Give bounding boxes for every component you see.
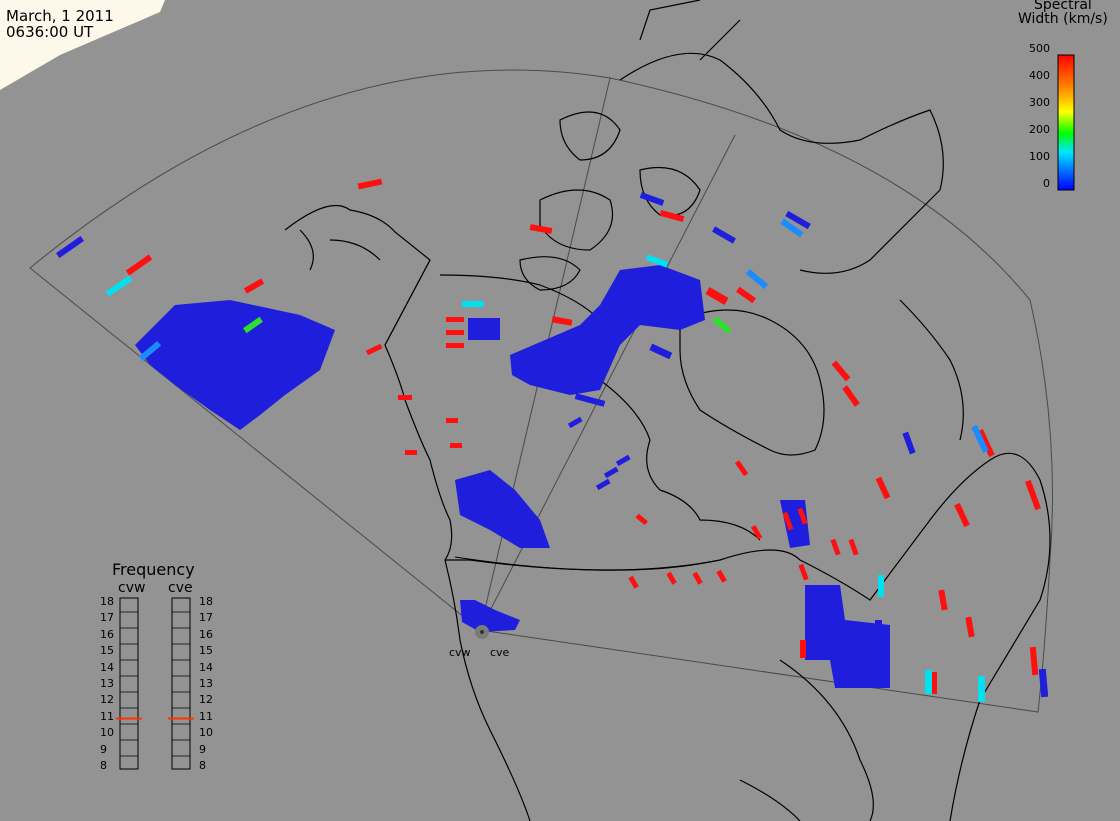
colorbar-tick: 300 xyxy=(1029,96,1050,109)
colorbar-tick: 0 xyxy=(1043,177,1050,190)
echo-cluster-nunavut xyxy=(455,265,705,548)
frequency-scale-label: 13 xyxy=(100,677,114,690)
cve-frequency-gauge xyxy=(171,597,191,770)
echo-segments-red xyxy=(125,178,1041,694)
frequency-scale-label: 9 xyxy=(100,742,107,756)
frequency-scale-label: 10 xyxy=(100,726,114,740)
frequency-scale-label: 18 xyxy=(100,595,114,608)
station-label-cve: cve xyxy=(490,646,510,659)
echo-segments-lightblue xyxy=(138,218,989,453)
date-label: March, 1 2011 xyxy=(6,7,114,25)
echo-cluster-greatlakes xyxy=(780,500,890,688)
frequency-scale-label: 18 xyxy=(199,595,213,608)
echo-near-radar xyxy=(460,600,520,632)
colorbar-title-line1: Spectral xyxy=(1034,0,1092,13)
frequency-scale-label: 9 xyxy=(199,742,206,756)
radar-echoes xyxy=(55,178,1049,702)
fov-divider-east xyxy=(479,134,736,631)
frequency-scale-label: 15 xyxy=(199,644,213,658)
frequency-scale-label: 8 xyxy=(100,759,107,772)
radar-sites xyxy=(475,625,489,639)
frequency-scale-label: 15 xyxy=(100,644,114,658)
colorbar-title-line2: Width (km/s) xyxy=(1018,11,1108,27)
colorbar-tick: 500 xyxy=(1029,42,1050,55)
colorbar-tick: 200 xyxy=(1029,123,1050,136)
frequency-scale-label: 11 xyxy=(199,709,213,723)
frequency-scale-label: 12 xyxy=(199,693,213,707)
frequency-gauges xyxy=(116,597,194,770)
frequency-scale-label: 17 xyxy=(199,611,213,625)
frequency-scale-label: 10 xyxy=(199,726,213,740)
echo-segments-blue xyxy=(55,192,1049,698)
cvw-frequency-gauge xyxy=(119,597,139,770)
radar-site-marker-center xyxy=(480,630,484,634)
frequency-scale-label: 16 xyxy=(100,627,114,641)
station-label-cvw: cvw xyxy=(449,646,471,659)
echo-segments-cyan xyxy=(105,254,985,702)
colorbar-tick: 100 xyxy=(1029,150,1050,163)
daylight-region xyxy=(0,0,165,90)
frequency-scale-label: 14 xyxy=(100,660,114,674)
frequency-scale-label: 13 xyxy=(199,677,213,690)
coastlines xyxy=(284,0,1051,821)
frequency-scale-label: 14 xyxy=(199,660,213,674)
frequency-scale-label: 8 xyxy=(199,759,206,772)
frequency-scale-label: 12 xyxy=(100,693,114,707)
boundaries xyxy=(384,259,721,571)
colorbar-tick: 400 xyxy=(1029,69,1050,82)
frequency-scale-label: 11 xyxy=(100,709,114,723)
fov-outline xyxy=(29,69,1053,713)
echo-cluster-alaska xyxy=(135,300,335,430)
frequency-scale-label: 17 xyxy=(100,611,114,625)
frequency-panel-title: Frequency xyxy=(112,560,195,579)
time-label: 0636:00 UT xyxy=(6,23,94,41)
colorbar xyxy=(1057,54,1075,191)
frequency-radar-label-cvw: cvw xyxy=(118,580,146,596)
frequency-scale-label: 16 xyxy=(199,627,213,641)
echo-segments-green xyxy=(243,316,732,334)
frequency-radar-label-cve: cve xyxy=(168,580,193,596)
